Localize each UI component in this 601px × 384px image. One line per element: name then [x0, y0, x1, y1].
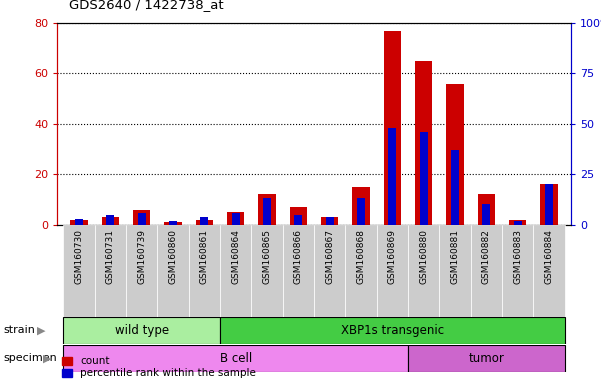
Bar: [326, 217, 334, 225]
Bar: [126, 225, 157, 317]
Bar: [321, 217, 338, 225]
Bar: [346, 225, 377, 317]
Text: GSM160884: GSM160884: [545, 229, 554, 284]
Bar: [471, 225, 502, 317]
Bar: [408, 345, 565, 372]
Text: tumor: tumor: [468, 352, 504, 365]
Bar: [220, 225, 251, 317]
Bar: [138, 213, 145, 225]
Bar: [483, 205, 490, 225]
Bar: [75, 218, 83, 225]
Bar: [232, 213, 240, 225]
Bar: [201, 217, 209, 225]
Bar: [478, 194, 495, 225]
Bar: [357, 199, 365, 225]
Bar: [63, 345, 408, 372]
Bar: [509, 220, 526, 225]
Bar: [220, 317, 565, 344]
Text: GSM160731: GSM160731: [106, 229, 115, 284]
Text: ▶: ▶: [43, 353, 52, 363]
Text: ▶: ▶: [37, 325, 46, 335]
Bar: [388, 128, 396, 225]
Bar: [451, 150, 459, 225]
Bar: [251, 225, 282, 317]
Bar: [439, 225, 471, 317]
Bar: [70, 220, 88, 225]
Bar: [227, 212, 245, 225]
Text: GSM160860: GSM160860: [168, 229, 177, 284]
Text: GSM160864: GSM160864: [231, 229, 240, 284]
Bar: [95, 225, 126, 317]
Text: GSM160866: GSM160866: [294, 229, 303, 284]
Text: specimen: specimen: [3, 353, 56, 363]
Text: XBP1s transgenic: XBP1s transgenic: [341, 324, 444, 337]
Text: GSM160882: GSM160882: [482, 229, 491, 284]
Text: GSM160867: GSM160867: [325, 229, 334, 284]
Bar: [533, 225, 565, 317]
Bar: [314, 225, 346, 317]
Bar: [415, 61, 432, 225]
Text: B cell: B cell: [219, 352, 252, 365]
Text: GSM160880: GSM160880: [419, 229, 428, 284]
Text: GSM160883: GSM160883: [513, 229, 522, 284]
Bar: [290, 207, 307, 225]
Bar: [419, 132, 427, 225]
Bar: [383, 31, 401, 225]
Bar: [196, 220, 213, 225]
Bar: [263, 199, 271, 225]
Text: strain: strain: [3, 325, 35, 335]
Bar: [258, 194, 276, 225]
Text: GSM160865: GSM160865: [263, 229, 272, 284]
Text: GSM160881: GSM160881: [451, 229, 460, 284]
Bar: [294, 215, 302, 225]
Text: GSM160861: GSM160861: [200, 229, 209, 284]
Text: GSM160739: GSM160739: [137, 229, 146, 284]
Bar: [106, 215, 114, 225]
Text: GSM160869: GSM160869: [388, 229, 397, 284]
Text: GSM160868: GSM160868: [356, 229, 365, 284]
Bar: [447, 84, 463, 225]
Bar: [157, 225, 189, 317]
Bar: [282, 225, 314, 317]
Bar: [63, 317, 220, 344]
Bar: [63, 225, 95, 317]
Bar: [545, 184, 553, 225]
Bar: [352, 187, 370, 225]
Bar: [102, 217, 119, 225]
Bar: [165, 222, 182, 225]
Text: wild type: wild type: [115, 324, 169, 337]
Bar: [502, 225, 533, 317]
Bar: [189, 225, 220, 317]
Bar: [540, 184, 558, 225]
Bar: [133, 210, 150, 225]
Text: GSM160730: GSM160730: [75, 229, 84, 284]
Bar: [514, 221, 522, 225]
Text: GDS2640 / 1422738_at: GDS2640 / 1422738_at: [69, 0, 224, 12]
Bar: [169, 221, 177, 225]
Legend: count, percentile rank within the sample: count, percentile rank within the sample: [63, 356, 256, 378]
Bar: [408, 225, 439, 317]
Bar: [377, 225, 408, 317]
